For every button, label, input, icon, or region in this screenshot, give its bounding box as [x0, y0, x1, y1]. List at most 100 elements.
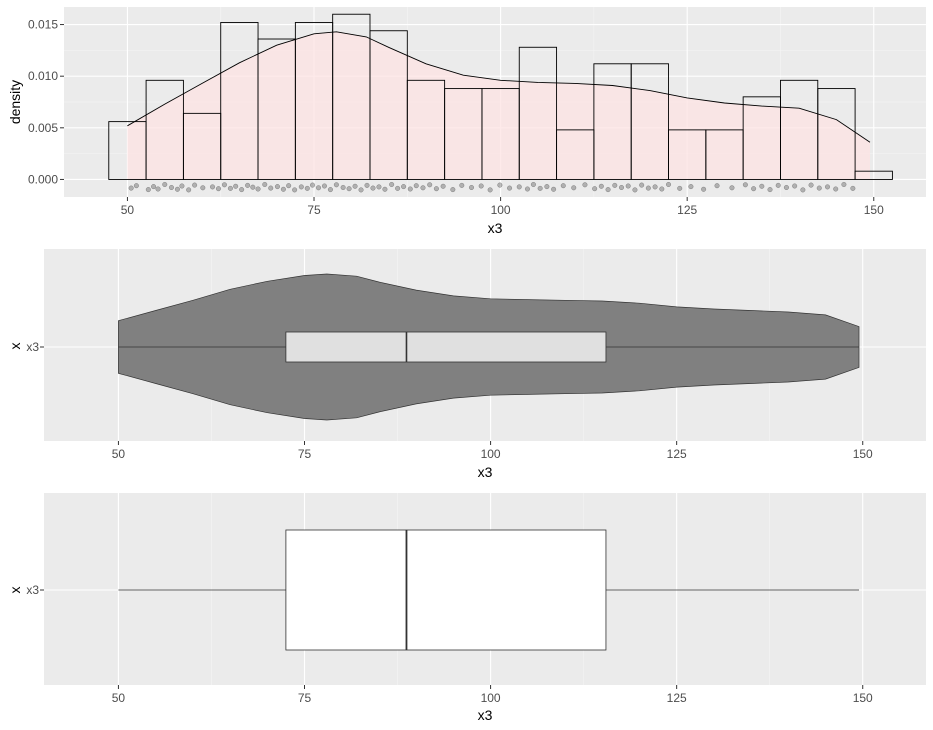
rug-point [645, 185, 651, 191]
rug-point [333, 182, 339, 188]
rug-point [370, 185, 376, 191]
rug-point [151, 184, 157, 190]
rug-point [478, 183, 484, 189]
x-tick-label: 150 [853, 447, 873, 461]
rug-point [751, 186, 757, 192]
rug-point [632, 187, 638, 193]
violin-x-axis-title: x3 [478, 464, 493, 480]
rug-point [487, 187, 493, 193]
rug-point [145, 187, 151, 193]
rug-point [524, 186, 531, 192]
x-tick-label: 100 [481, 691, 501, 705]
rug-point [497, 182, 503, 188]
histogram-bar [854, 170, 893, 180]
x-tick-label: 75 [307, 203, 321, 217]
rug-point [808, 182, 814, 188]
histogram-y-axis-title: density [7, 80, 23, 124]
rug-point [688, 184, 694, 190]
rug-point [133, 183, 139, 189]
boxplot-y-tick-label: x3 [26, 583, 39, 597]
y-tick-label: 0.015 [28, 18, 58, 32]
rug-point [783, 184, 789, 191]
rug-point [714, 183, 720, 189]
violin-x-axis: 50 75 100 125 150 [112, 441, 873, 461]
rug-point [255, 186, 261, 192]
rug-point [729, 185, 735, 191]
violin-y-axis: x3 [26, 340, 44, 354]
rug-point [298, 184, 304, 190]
rug-point [274, 184, 280, 190]
rug-point [440, 183, 446, 189]
rug-point [376, 184, 382, 190]
rug-point [459, 182, 465, 188]
rug-point [800, 187, 806, 193]
rug-point [413, 183, 419, 189]
boxplot-y-axis-title: x [7, 587, 23, 594]
x-tick-label: 50 [112, 447, 126, 461]
density-area [127, 31, 870, 180]
y-tick-label: 0.005 [28, 121, 58, 135]
x-tick-label: 50 [121, 203, 135, 217]
rug-point [537, 185, 543, 191]
rug-point [192, 182, 198, 188]
histogram-y-axis: 0.000 0.005 0.010 0.015 [28, 18, 64, 186]
rug-point [407, 186, 413, 192]
rug-point [582, 182, 588, 188]
rug-point [364, 182, 370, 188]
histogram-bars [108, 13, 893, 180]
rug-point [352, 183, 358, 189]
y-tick-label: 0.010 [28, 69, 58, 83]
x-tick-label: 100 [481, 447, 501, 461]
rug-point [420, 185, 426, 191]
rug-point [389, 181, 395, 188]
violin-y-axis-title: x [7, 343, 23, 350]
x-tick-label: 75 [298, 691, 312, 705]
x-tick-label: 50 [112, 691, 126, 705]
boxplot-x-axis: 50 75 100 125 150 [112, 685, 873, 705]
histogram-bar [518, 46, 558, 180]
x-tick-label: 150 [864, 203, 884, 217]
rug-point [544, 184, 550, 190]
rug-point [315, 185, 322, 191]
histogram-x-axis-title: x3 [488, 220, 503, 236]
rug-point [321, 183, 328, 189]
rug-point [792, 183, 798, 189]
rug-point [598, 183, 604, 189]
rug-point [239, 187, 245, 193]
x-tick-label: 100 [491, 203, 511, 217]
rug-point [701, 186, 707, 192]
boxplot-y-axis: x3 [26, 583, 44, 597]
x-tick-label: 150 [853, 691, 873, 705]
rug-points [128, 181, 856, 193]
rug-point [395, 185, 401, 191]
rug-point [659, 186, 665, 192]
rug-point [174, 186, 180, 192]
rug-point [625, 183, 631, 189]
rug-point [427, 182, 433, 188]
rug-point [639, 182, 645, 188]
rug-point [652, 184, 658, 190]
violin-panel: x3 50 75 100 125 150 x3 x [7, 249, 926, 480]
rug-point [262, 181, 268, 188]
rug-point [304, 185, 310, 191]
rug-point [507, 185, 513, 191]
rug-point [824, 184, 831, 190]
x-tick-label: 125 [667, 691, 687, 705]
rug-point [833, 186, 839, 192]
rug-point [551, 186, 557, 192]
rug-point [841, 181, 847, 188]
rug-point [605, 187, 611, 193]
rug-point [155, 186, 161, 192]
rug-point [233, 183, 239, 189]
x-tick-label: 125 [677, 203, 697, 217]
rug-point [186, 187, 192, 193]
rug-point [268, 185, 274, 191]
y-tick-label: 0.000 [28, 172, 58, 186]
rug-point [286, 183, 292, 189]
rug-point [346, 186, 352, 192]
rug-point [742, 182, 748, 188]
rug-point [816, 185, 822, 191]
histogram-x-axis: 50 75 100 125 150 [121, 197, 884, 217]
boxplot-x-axis-title: x3 [478, 707, 493, 723]
rug-point [179, 183, 185, 189]
